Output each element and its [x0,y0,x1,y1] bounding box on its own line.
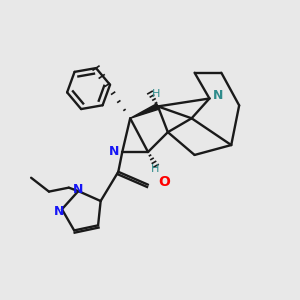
Text: O: O [158,175,170,189]
Text: N: N [54,205,64,218]
Text: H: H [151,164,159,174]
Text: H: H [152,88,160,98]
Text: N: N [109,146,119,158]
Text: N: N [73,183,83,196]
Text: N: N [212,89,223,102]
Polygon shape [130,104,159,118]
